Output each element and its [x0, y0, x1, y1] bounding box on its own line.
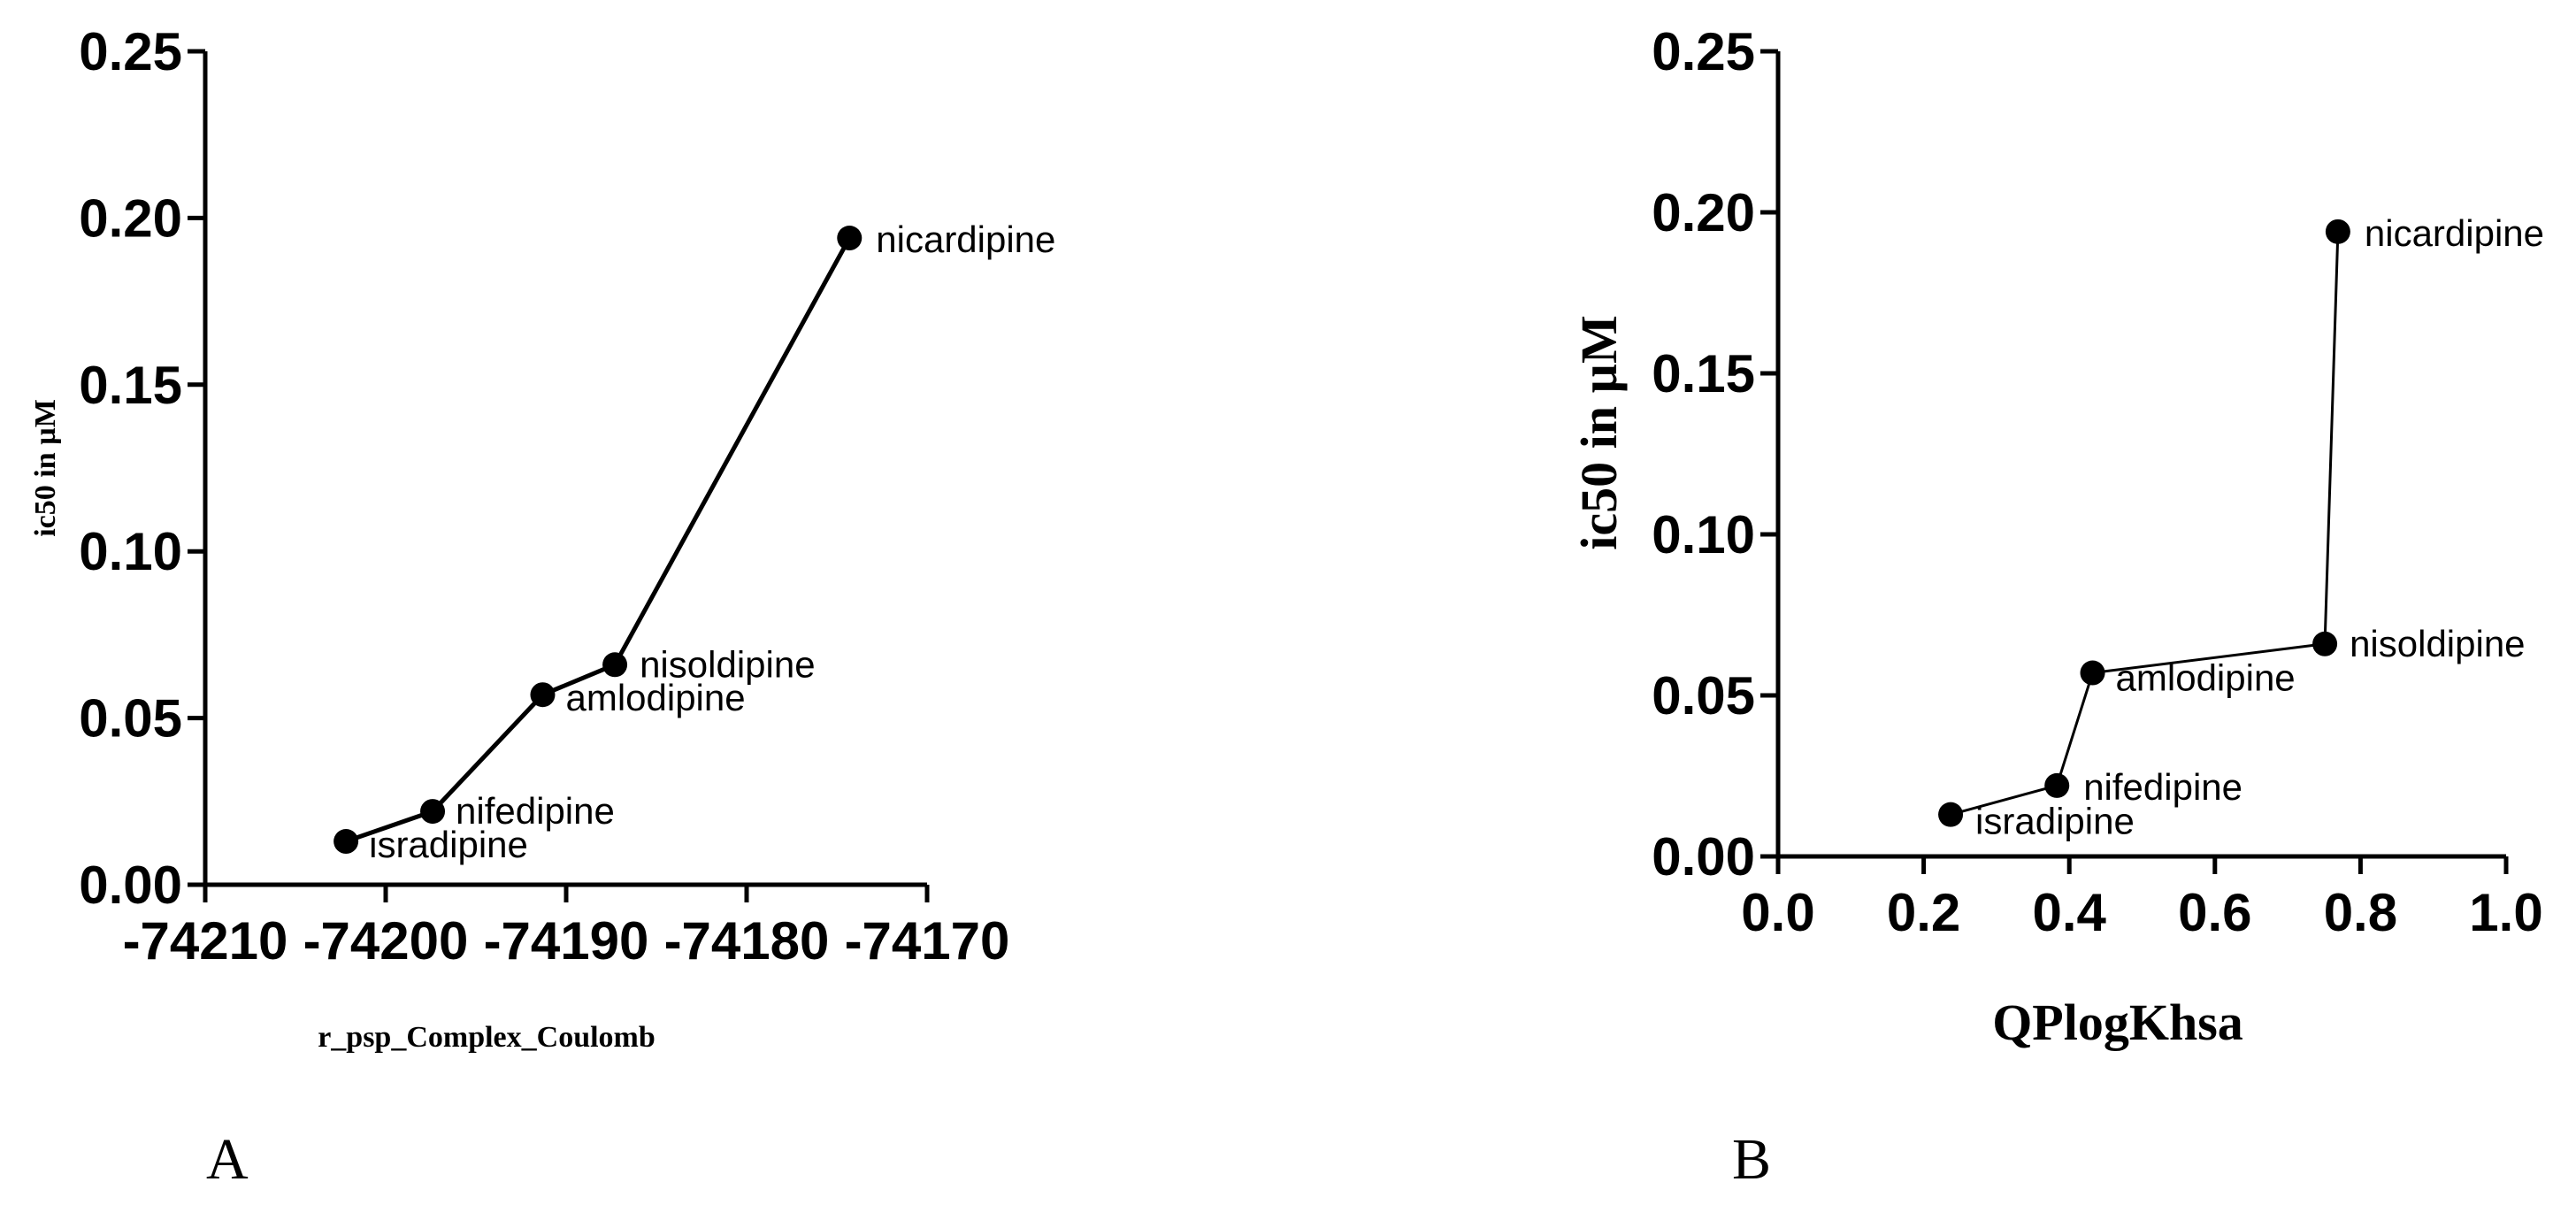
panel-b-x-tick-label: 0.2 — [1887, 883, 1960, 942]
panel-b-x-tick-label: 0.8 — [2324, 883, 2397, 942]
panel-b-chart: 0.00 0.05 0.10 0.15 0.20 0.25 0.0 0.2 0.4 0.6 0.8 1… — [1570, 22, 2544, 1192]
panel-b-data-point-isradipine — [1938, 802, 1964, 827]
panel-b-point-label-nifedipine: nifedipine — [2083, 766, 2242, 808]
panel-a-y-tick-label: 0.05 — [79, 689, 182, 748]
panel-a-point-label-nisoldipine: nisoldipine — [640, 643, 815, 685]
panel-b-data-point-amlodipine — [2080, 660, 2105, 686]
panel-b-data-point-nifedipine — [2044, 772, 2070, 798]
panel-b-y-axis-title: ic50 in µM — [1570, 315, 1628, 549]
panel-a-data-point-nicardipine — [837, 226, 862, 251]
panel-a-y-tick-label: 0.15 — [79, 356, 182, 415]
panel-b-x-tick-label: 0.6 — [2178, 883, 2251, 942]
panel-a-x-tick-label: -74170 — [845, 911, 1010, 971]
panel-a-y-axis-title: ic50 in µM — [29, 399, 62, 537]
panel-a-y-tick-label: 0.25 — [79, 22, 182, 81]
panel-b-panel-letter: B — [1732, 1127, 1771, 1192]
panel-b-x-tick-label: 0.0 — [1741, 883, 1814, 942]
panel-b-y-tick-label: 0.20 — [1652, 183, 1755, 242]
panel-b-y-tick-label: 0.15 — [1652, 344, 1755, 403]
panel-b-x-tick-label: 0.4 — [2032, 883, 2106, 942]
panel-b-point-label-nicardipine: nicardipine — [2365, 212, 2544, 254]
panel-b-y-tick-label: 0.10 — [1652, 505, 1755, 564]
panel-a-data-point-amlodipine — [530, 682, 556, 708]
panel-b-point-label-nisoldipine: nisoldipine — [2350, 623, 2525, 664]
panel-a-point-label-nifedipine: nifedipine — [456, 790, 615, 832]
panel-a-point-label-nicardipine: nicardipine — [876, 219, 1055, 260]
panel-a-point-label-isradipine: isradipine — [369, 824, 528, 865]
panel-b-x-tick-label: 1.0 — [2469, 883, 2542, 942]
panel-a-data-point-nisoldipine — [602, 652, 628, 678]
panel-b-y-tick-label: 0.00 — [1652, 827, 1755, 886]
panel-a-y-tick-label: 0.10 — [79, 522, 182, 581]
panel-b-y-tick-label: 0.05 — [1652, 666, 1755, 725]
panel-a-x-tick-label: -74200 — [303, 911, 469, 971]
panel-a-chart: 0.000.050.100.150.200.25-74210 -74200 -741… — [29, 22, 1055, 1192]
panel-a-data-point-nifedipine — [420, 799, 446, 825]
panel-a-x-axis-title: r_psp_Complex_Coulomb — [318, 1021, 656, 1054]
panel-b-point-label-isradipine: isradipine — [1975, 801, 2135, 842]
panel-a-series-line — [345, 236, 852, 844]
panel-a-y-tick-label: 0.00 — [79, 856, 182, 915]
panel-b-data-point-nisoldipine — [2312, 631, 2338, 656]
panel-a-x-tick-label: -74180 — [664, 911, 830, 971]
panel-b-x-axis-title: QPlogKhsa — [1992, 994, 2243, 1051]
panel-a-x-tick-label: -74190 — [484, 911, 649, 971]
panel-a-data-point-isradipine — [334, 829, 359, 855]
panel-a-x-tick-label: -74210 — [123, 911, 288, 971]
panel-b-data-point-nicardipine — [2325, 219, 2350, 244]
panel-b-series-line — [1950, 231, 2340, 817]
panel-b-y-tick-label: 0.25 — [1652, 22, 1755, 81]
panel-b-point-label-amlodipine: amlodipine — [2116, 657, 2296, 699]
panel-a-panel-letter: A — [206, 1127, 249, 1192]
panel-a-point-label-amlodipine: amlodipine — [565, 677, 745, 718]
panel-a-y-tick-label: 0.20 — [79, 188, 182, 248]
